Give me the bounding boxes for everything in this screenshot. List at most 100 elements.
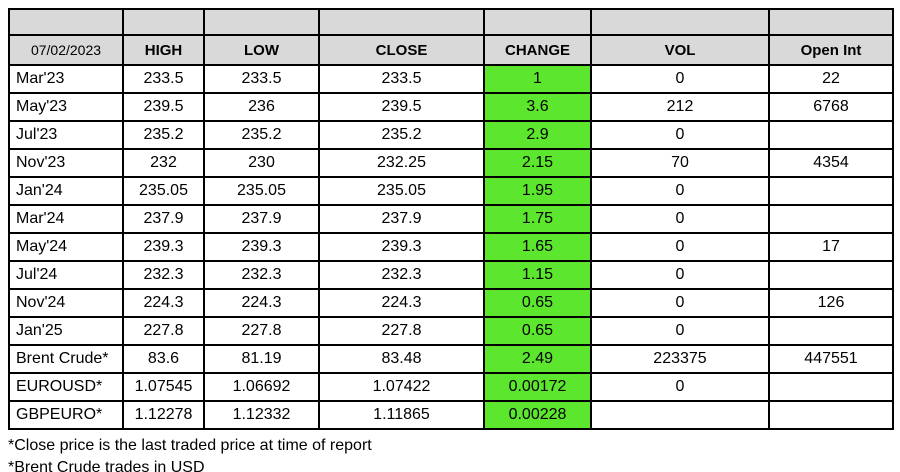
change-cell: 0.65 bbox=[483, 316, 592, 346]
spacer-row bbox=[8, 8, 894, 36]
vol-cell: 0 bbox=[590, 260, 770, 290]
change-cell: 2.49 bbox=[483, 344, 592, 374]
high-cell: 239.3 bbox=[122, 232, 205, 262]
contract-label: Mar'23 bbox=[8, 64, 124, 94]
change-cell: 1.75 bbox=[483, 204, 592, 234]
close-cell: 239.3 bbox=[318, 232, 485, 262]
change-cell: 1.95 bbox=[483, 176, 592, 206]
contract-label: May'24 bbox=[8, 232, 124, 262]
vol-cell: 0 bbox=[590, 316, 770, 346]
low-cell: 1.06692 bbox=[203, 372, 320, 402]
table-row: Brent Crude* 83.6 81.19 83.48 2.49 223375 4475… bbox=[8, 344, 894, 374]
high-cell: 1.12278 bbox=[122, 400, 205, 430]
open-int-cell: 4354 bbox=[768, 148, 894, 178]
change-cell: 1 bbox=[483, 64, 592, 94]
table-row: May'23 239.5 236 239.5 3.6 212 6768 bbox=[8, 92, 894, 122]
spacer-cell bbox=[318, 8, 485, 36]
contract-label: Jul'24 bbox=[8, 260, 124, 290]
vol-cell: 70 bbox=[590, 148, 770, 178]
close-cell: 237.9 bbox=[318, 204, 485, 234]
table-row: Mar'23 233.5 233.5 233.5 1 0 22 bbox=[8, 64, 894, 94]
close-cell: 83.48 bbox=[318, 344, 485, 374]
column-header-low: LOW bbox=[203, 34, 320, 66]
contract-label: Brent Crude* bbox=[8, 344, 124, 374]
high-cell: 83.6 bbox=[122, 344, 205, 374]
column-header-change: CHANGE bbox=[483, 34, 592, 66]
spacer-cell bbox=[590, 8, 770, 36]
high-cell: 232.3 bbox=[122, 260, 205, 290]
contract-label: GBPEURO* bbox=[8, 400, 124, 430]
header-row: 07/02/2023 HIGH LOW CLOSE CHANGE VOL Ope… bbox=[8, 34, 894, 66]
table-row: Jul'23 235.2 235.2 235.2 2.9 0 bbox=[8, 120, 894, 150]
vol-cell: 0 bbox=[590, 64, 770, 94]
open-int-cell: 22 bbox=[768, 64, 894, 94]
close-cell: 1.11865 bbox=[318, 400, 485, 430]
low-cell: 235.2 bbox=[203, 120, 320, 150]
footnote-brent-crude: *Brent Crude trades in USD bbox=[8, 459, 205, 472]
table-body: Mar'23 233.5 233.5 233.5 1 0 22 May'23 239.5 236 2… bbox=[8, 64, 894, 430]
contract-label: Nov'24 bbox=[8, 288, 124, 318]
low-cell: 237.9 bbox=[203, 204, 320, 234]
vol-cell: 0 bbox=[590, 288, 770, 318]
footnotes: *Close price is the last traded price at… bbox=[8, 435, 892, 472]
change-cell: 1.65 bbox=[483, 232, 592, 262]
low-cell: 236 bbox=[203, 92, 320, 122]
table-row: Jan'25 227.8 227.8 227.8 0.65 0 bbox=[8, 316, 894, 346]
footnote-close-price: *Close price is the last traded price at… bbox=[8, 437, 372, 454]
close-cell: 239.5 bbox=[318, 92, 485, 122]
futures-price-table: 07/02/2023 HIGH LOW CLOSE CHANGE VOL Ope… bbox=[8, 8, 894, 430]
spacer-cell bbox=[8, 8, 124, 36]
close-cell: 224.3 bbox=[318, 288, 485, 318]
table-row: Nov'24 224.3 224.3 224.3 0.65 0 126 bbox=[8, 288, 894, 318]
vol-cell: 0 bbox=[590, 176, 770, 206]
table-row: EUROUSD* 1.07545 1.06692 1.07422 0.00172 0 bbox=[8, 372, 894, 402]
close-cell: 227.8 bbox=[318, 316, 485, 346]
column-header-open-int: Open Int bbox=[768, 34, 894, 66]
open-int-cell bbox=[768, 372, 894, 402]
table-row: Jan'24 235.05 235.05 235.05 1.95 0 bbox=[8, 176, 894, 206]
open-int-cell: 17 bbox=[768, 232, 894, 262]
low-cell: 239.3 bbox=[203, 232, 320, 262]
contract-label: Mar'24 bbox=[8, 204, 124, 234]
open-int-cell bbox=[768, 260, 894, 290]
close-cell: 1.07422 bbox=[318, 372, 485, 402]
high-cell: 239.5 bbox=[122, 92, 205, 122]
close-cell: 233.5 bbox=[318, 64, 485, 94]
low-cell: 81.19 bbox=[203, 344, 320, 374]
spacer-cell bbox=[483, 8, 592, 36]
contract-label: Nov'23 bbox=[8, 148, 124, 178]
high-cell: 233.5 bbox=[122, 64, 205, 94]
open-int-cell bbox=[768, 316, 894, 346]
column-header-vol: VOL bbox=[590, 34, 770, 66]
vol-cell: 0 bbox=[590, 120, 770, 150]
low-cell: 1.12332 bbox=[203, 400, 320, 430]
low-cell: 224.3 bbox=[203, 288, 320, 318]
vol-cell: 0 bbox=[590, 372, 770, 402]
low-cell: 235.05 bbox=[203, 176, 320, 206]
open-int-cell bbox=[768, 204, 894, 234]
high-cell: 235.2 bbox=[122, 120, 205, 150]
open-int-cell: 6768 bbox=[768, 92, 894, 122]
close-cell: 232.25 bbox=[318, 148, 485, 178]
contract-label: Jan'24 bbox=[8, 176, 124, 206]
table-row: May'24 239.3 239.3 239.3 1.65 0 17 bbox=[8, 232, 894, 262]
table-row: GBPEURO* 1.12278 1.12332 1.11865 0.00228 bbox=[8, 400, 894, 430]
table-row: Mar'24 237.9 237.9 237.9 1.75 0 bbox=[8, 204, 894, 234]
change-cell: 1.15 bbox=[483, 260, 592, 290]
column-header-close: CLOSE bbox=[318, 34, 485, 66]
contract-label: May'23 bbox=[8, 92, 124, 122]
table-row: Jul'24 232.3 232.3 232.3 1.15 0 bbox=[8, 260, 894, 290]
spacer-cell bbox=[122, 8, 205, 36]
change-cell: 2.9 bbox=[483, 120, 592, 150]
change-cell: 3.6 bbox=[483, 92, 592, 122]
vol-cell bbox=[590, 400, 770, 430]
high-cell: 232 bbox=[122, 148, 205, 178]
high-cell: 237.9 bbox=[122, 204, 205, 234]
contract-label: Jul'23 bbox=[8, 120, 124, 150]
change-cell: 2.15 bbox=[483, 148, 592, 178]
table-row: Nov'23 232 230 232.25 2.15 70 4354 bbox=[8, 148, 894, 178]
open-int-cell bbox=[768, 176, 894, 206]
open-int-cell: 447551 bbox=[768, 344, 894, 374]
high-cell: 235.05 bbox=[122, 176, 205, 206]
